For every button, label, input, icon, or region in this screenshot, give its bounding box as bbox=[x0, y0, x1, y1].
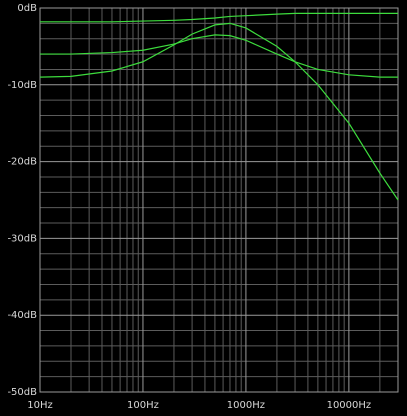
y-tick-label: 0dB bbox=[17, 3, 37, 14]
x-tick-label: 100Hz bbox=[127, 400, 159, 411]
x-tick-label: 1000Hz bbox=[227, 400, 265, 411]
series-line bbox=[40, 12, 398, 23]
x-tick-label: 10000Hz bbox=[327, 400, 372, 411]
y-tick-label: -10dB bbox=[7, 80, 37, 91]
y-tick-label: -40dB bbox=[7, 310, 37, 321]
y-tick-label: -30dB bbox=[7, 233, 37, 244]
y-tick-label: -50dB bbox=[7, 387, 37, 398]
series-line bbox=[39, 22, 399, 201]
series-line bbox=[40, 34, 398, 78]
x-tick-label: 10Hz bbox=[27, 400, 53, 411]
y-tick-label: -20dB bbox=[7, 157, 37, 168]
